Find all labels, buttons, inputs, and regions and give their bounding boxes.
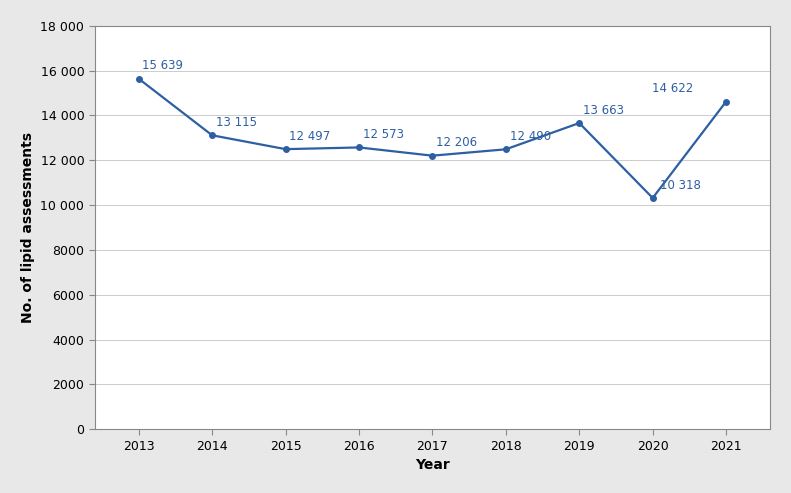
Text: 13 115: 13 115 — [216, 116, 257, 129]
Text: 15 639: 15 639 — [142, 60, 184, 72]
Text: 12 490: 12 490 — [509, 130, 551, 143]
Text: 12 497: 12 497 — [290, 130, 331, 143]
Text: 14 622: 14 622 — [652, 82, 693, 95]
Text: 13 663: 13 663 — [583, 104, 624, 117]
X-axis label: Year: Year — [415, 458, 450, 472]
Text: 10 318: 10 318 — [660, 178, 701, 192]
Text: 12 206: 12 206 — [436, 137, 477, 149]
Y-axis label: No. of lipid assessments: No. of lipid assessments — [21, 132, 35, 323]
Text: 12 573: 12 573 — [362, 128, 403, 141]
